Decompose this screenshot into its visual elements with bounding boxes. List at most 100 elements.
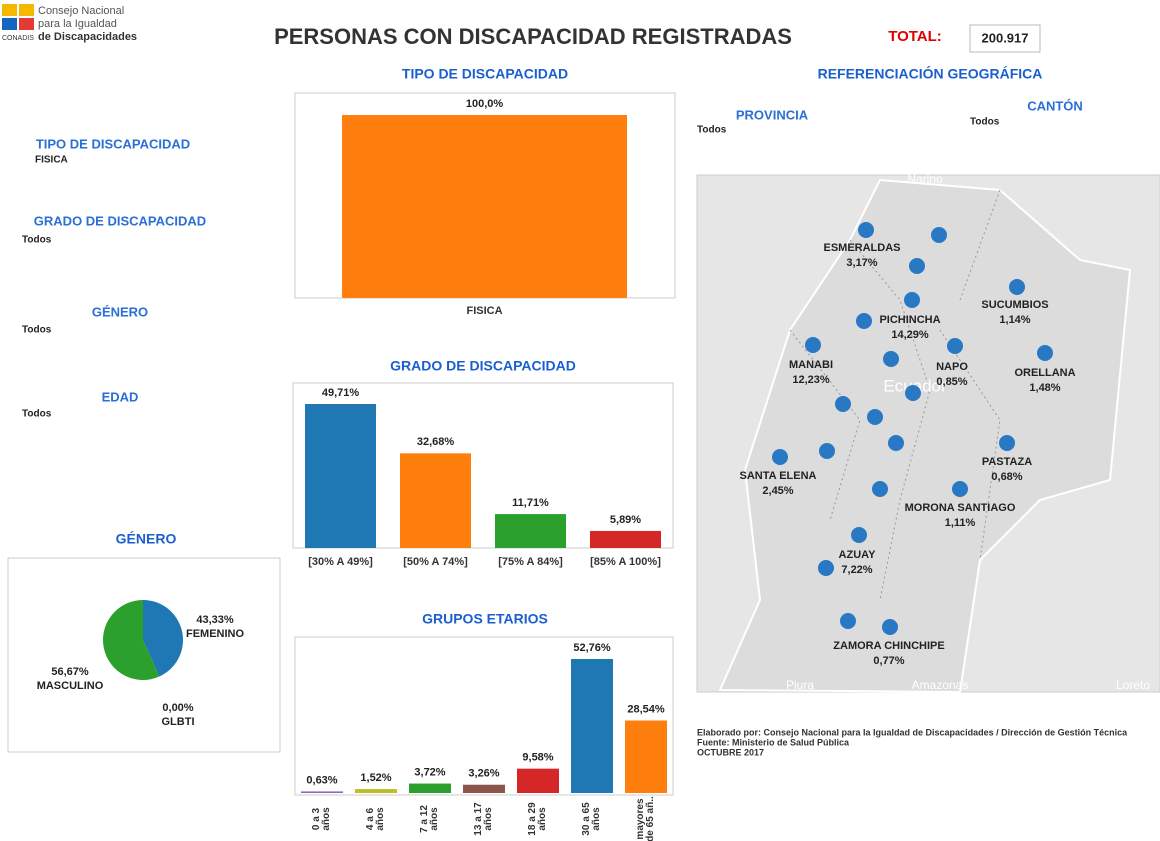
filter-label: PROVINCIA <box>736 107 809 122</box>
data-label: 5,89% <box>610 514 641 526</box>
chart-title: GRADO DE DISCAPACIDAD <box>390 358 576 374</box>
map-dot <box>888 435 904 451</box>
chart-title: GRUPOS ETARIOS <box>422 611 548 627</box>
map-dot <box>931 227 947 243</box>
data-label: 9,58% <box>522 752 553 764</box>
bar <box>301 791 343 793</box>
map-point-name: ESMERALDAS <box>823 242 900 254</box>
data-label: 0,63% <box>306 774 337 786</box>
pie-slice <box>143 600 183 677</box>
total-label: TOTAL: <box>888 28 942 45</box>
org-line: de Discapacidades <box>38 31 137 43</box>
filter-label: CANTÓN <box>1027 98 1083 113</box>
bar <box>590 530 661 548</box>
place-label: Narino <box>907 172 943 186</box>
x-tick-label: 30 a 65 años <box>581 802 602 836</box>
footer-line: OCTUBRE 2017 <box>697 747 764 757</box>
map-dot <box>818 560 834 576</box>
x-tick-label: [85% A 100%] <box>590 556 661 568</box>
dashboard-title: PERSONAS CON DISCAPACIDAD REGISTRADAS <box>274 24 792 49</box>
data-label: 43,33% <box>196 614 234 626</box>
legend-label: MASCULINO <box>37 680 104 692</box>
map-dot <box>858 222 874 238</box>
bar <box>495 514 566 548</box>
map-point-value: 1,11% <box>945 517 976 529</box>
map-point-name: NAPO <box>936 361 968 373</box>
filter-value: Todos <box>22 409 52 420</box>
org-line: para la Igualdad <box>38 18 117 30</box>
filter-label: GRADO DE DISCAPACIDAD <box>34 213 206 228</box>
map-dot <box>1009 279 1025 295</box>
bar <box>409 783 451 793</box>
bar <box>571 659 613 793</box>
map-dot <box>909 258 925 274</box>
map-point-name: PASTAZA <box>982 456 1032 468</box>
map-point-value: 0,77% <box>873 655 904 667</box>
filter-value: Todos <box>697 125 727 136</box>
bar <box>463 784 505 793</box>
map-dot <box>882 619 898 635</box>
data-label: 1,52% <box>360 772 391 784</box>
map-point-value: 0,85% <box>936 376 967 388</box>
map-dot <box>805 337 821 353</box>
map-point-value: 1,14% <box>999 314 1030 326</box>
logo-icon <box>19 18 34 30</box>
map-dot <box>947 338 963 354</box>
x-tick-label: 18 a 29 años <box>527 802 548 836</box>
chart-title: TIPO DE DISCAPACIDAD <box>402 66 568 82</box>
bar <box>342 115 627 298</box>
map-point-name: SUCUMBIOS <box>981 299 1048 311</box>
x-tick-label: [30% A 49%] <box>308 556 373 568</box>
data-label: 52,76% <box>573 642 611 654</box>
map-point-value: 0,68% <box>991 471 1022 483</box>
map-dot <box>1037 345 1053 361</box>
map-point-value: 7,22% <box>841 564 872 576</box>
data-label: 0,00% <box>162 702 193 714</box>
bar <box>400 453 471 548</box>
x-tick-label: 0 a 3 años <box>311 807 332 831</box>
map-dot <box>856 313 872 329</box>
map-point-name: ZAMORA CHINCHIPE <box>833 640 944 652</box>
data-label: 49,71% <box>322 387 360 399</box>
filter-label: GÉNERO <box>92 304 148 319</box>
map-dot <box>819 443 835 459</box>
total-value: 200.917 <box>982 30 1029 45</box>
map-dot <box>872 481 888 497</box>
logo-icon <box>19 4 34 16</box>
chart-title: GÉNERO <box>116 531 177 547</box>
map-point-value: 3,17% <box>846 257 877 269</box>
data-label: 28,54% <box>627 703 665 715</box>
place-label: Piura <box>786 678 814 692</box>
filter-value: FISICA <box>35 155 68 166</box>
map-point-name: PICHINCHA <box>879 314 940 326</box>
org-abbr: CONADIS <box>2 35 34 42</box>
map-point-value: 2,45% <box>762 485 793 497</box>
map-dot <box>999 435 1015 451</box>
map-dot <box>883 351 899 367</box>
footer-line: Elaborado por: Consejo Nacional para la … <box>697 727 1128 737</box>
x-tick-label: 7 a 12 años <box>419 805 440 833</box>
logo-icon <box>2 4 17 16</box>
map-point-value: 12,23% <box>792 374 830 386</box>
data-label: 32,68% <box>417 436 455 448</box>
map-point-name: MANABI <box>789 359 833 371</box>
total-box <box>969 24 1041 53</box>
map-dot <box>952 481 968 497</box>
bar <box>305 404 376 548</box>
data-label: 3,72% <box>414 766 445 778</box>
data-label: 56,67% <box>51 666 89 678</box>
legend-label: GLBTI <box>162 716 195 728</box>
x-tick-label: FISICA <box>466 305 502 317</box>
map-dot <box>851 527 867 543</box>
x-tick-label: 13 a 17 años <box>473 802 494 836</box>
legend-label: FEMENINO <box>186 628 245 640</box>
filter-label: TIPO DE DISCAPACIDAD <box>36 136 190 151</box>
x-tick-label: [75% A 84%] <box>498 556 563 568</box>
map-point-value: 1,48% <box>1029 382 1060 394</box>
logo-icon <box>2 18 17 30</box>
map-point-name: SANTA ELENA <box>740 470 817 482</box>
bar <box>625 720 667 793</box>
map-title: REFERENCIACIÓN GEOGRÁFICA <box>818 65 1043 82</box>
